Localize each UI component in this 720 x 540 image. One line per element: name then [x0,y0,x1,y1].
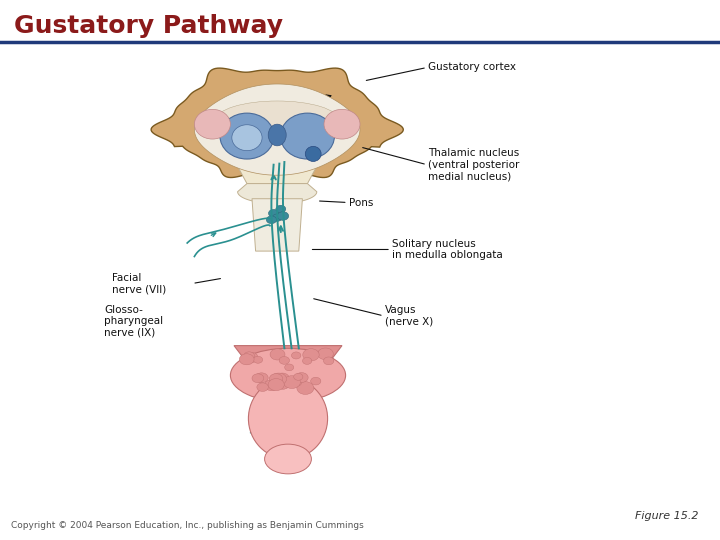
Circle shape [272,214,282,221]
Circle shape [257,383,269,391]
Polygon shape [238,166,317,184]
Polygon shape [151,68,403,178]
Circle shape [284,376,300,388]
Polygon shape [252,199,302,251]
Text: Pons: Pons [349,198,374,207]
Circle shape [323,357,334,364]
Circle shape [292,379,302,386]
Circle shape [284,364,294,371]
Circle shape [269,374,283,383]
Text: Copyright © 2004 Pearson Education, Inc., publishing as Benjamin Cummings: Copyright © 2004 Pearson Education, Inc.… [11,521,364,530]
Circle shape [276,380,289,389]
Circle shape [239,354,254,365]
Circle shape [277,212,289,220]
Circle shape [275,373,289,383]
Text: Solitary nucleus
in medulla oblongata: Solitary nucleus in medulla oblongata [392,239,503,260]
Circle shape [244,352,258,363]
Text: Gustatory Pathway: Gustatory Pathway [14,14,284,37]
Ellipse shape [220,113,274,159]
Text: Gustatory cortex: Gustatory cortex [428,63,516,72]
Text: Thalamic nucleus
(ventral posterior
medial nucleus): Thalamic nucleus (ventral posterior medi… [428,148,520,181]
Polygon shape [194,84,360,175]
Circle shape [297,382,314,394]
Ellipse shape [268,124,287,146]
Circle shape [294,373,303,380]
Text: Vagus
(nerve X): Vagus (nerve X) [385,305,433,327]
Polygon shape [238,184,317,204]
Circle shape [252,374,264,383]
Circle shape [302,357,312,364]
Circle shape [295,373,308,382]
Ellipse shape [194,109,230,139]
Circle shape [276,205,286,213]
Circle shape [292,352,301,359]
Ellipse shape [230,348,346,402]
Ellipse shape [305,146,321,161]
Ellipse shape [324,109,360,139]
Ellipse shape [216,101,338,139]
Circle shape [271,373,287,385]
Circle shape [270,349,285,360]
Circle shape [268,379,284,390]
Ellipse shape [232,125,262,151]
Ellipse shape [265,444,311,474]
Circle shape [303,349,319,361]
Ellipse shape [248,378,328,459]
Text: Figure 15.2: Figure 15.2 [635,511,698,521]
Circle shape [264,380,279,391]
Text: Glosso-
pharyngeal
nerve (IX): Glosso- pharyngeal nerve (IX) [104,305,163,338]
Polygon shape [234,346,342,365]
Circle shape [279,356,289,365]
Circle shape [243,352,255,360]
Circle shape [253,356,263,363]
Circle shape [310,377,321,385]
Ellipse shape [281,113,334,159]
Circle shape [269,210,279,217]
Text: Facial
nerve (VII): Facial nerve (VII) [112,273,166,294]
Circle shape [292,380,301,387]
Circle shape [318,348,333,360]
Circle shape [255,373,268,383]
Circle shape [266,216,276,224]
